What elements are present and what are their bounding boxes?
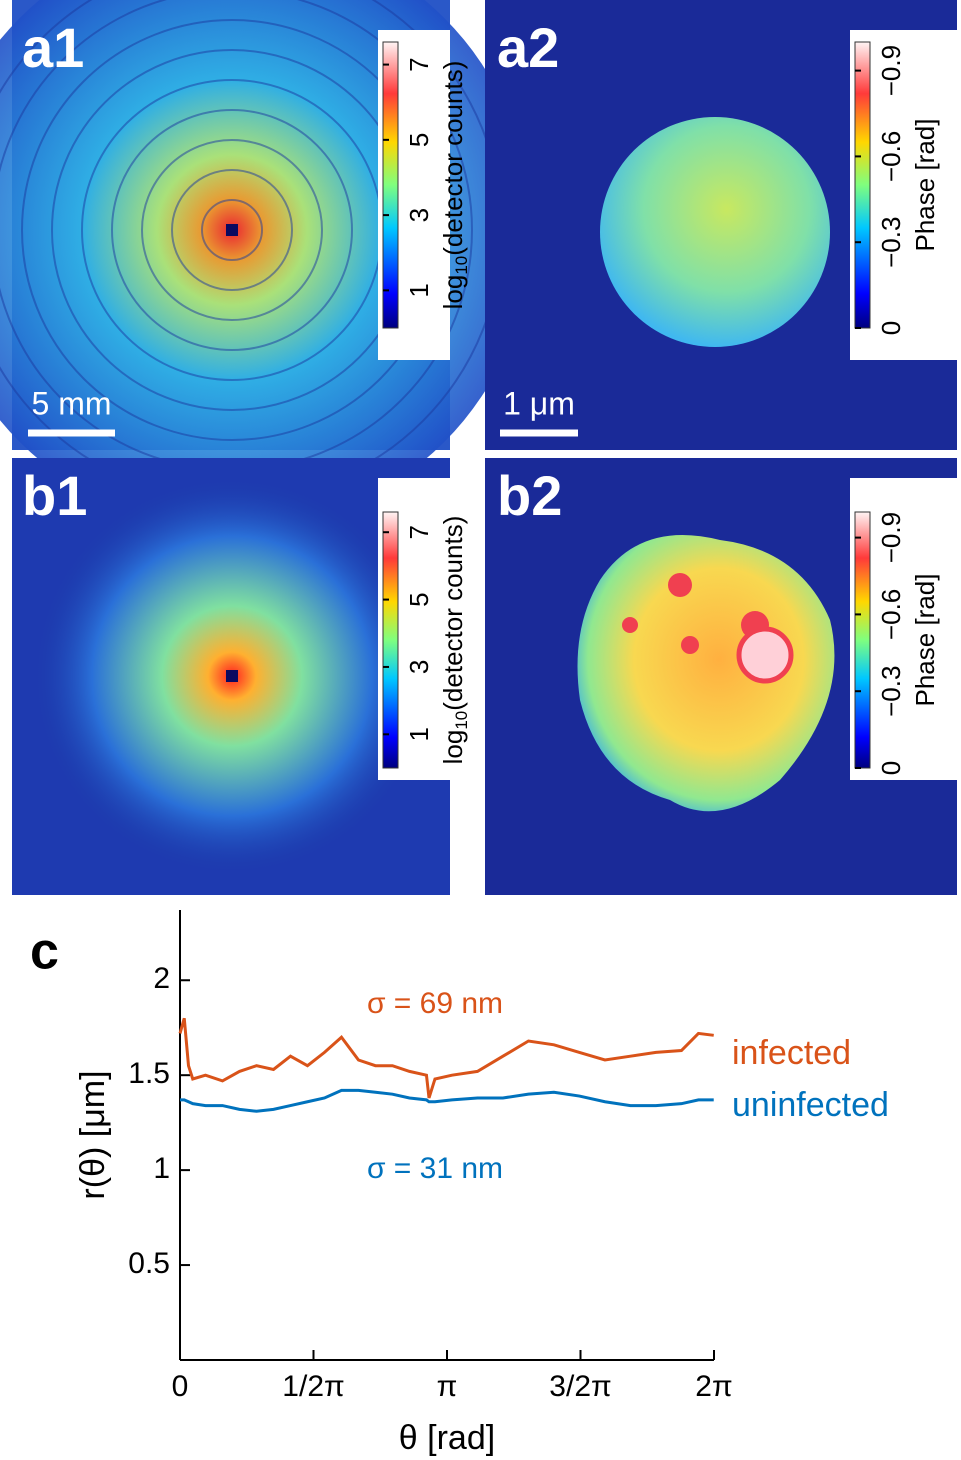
- scale-bar-label: 1 μm: [503, 385, 575, 421]
- colorbar-tick-label: 1: [404, 283, 434, 297]
- colorbar-tick-label: 3: [404, 208, 434, 222]
- colorbar: [854, 511, 871, 769]
- colorbar: [382, 41, 399, 329]
- colorbar-label: Phase [rad]: [910, 574, 940, 707]
- colorbar-tick-label: −0.3: [876, 666, 906, 717]
- colorbar-tick-label: 3: [404, 660, 434, 674]
- cell: [577, 535, 835, 812]
- panel-label: a2: [497, 16, 559, 79]
- colorbar-tick-label: 0: [876, 321, 906, 335]
- x-axis-label: θ [rad]: [399, 1419, 495, 1457]
- scale-bar-label: 5 mm: [32, 385, 112, 421]
- y-tick-label: 0.5: [128, 1247, 170, 1280]
- panel-label: a1: [22, 16, 84, 79]
- y-tick-label: 1: [153, 1152, 170, 1185]
- cell-spots: [622, 573, 769, 654]
- x-tick-label: 3/2π: [549, 1370, 611, 1403]
- beamstop: [226, 224, 238, 236]
- cell-spot: [736, 626, 794, 684]
- y-tick-label: 2: [153, 962, 170, 995]
- colorbar: [854, 41, 871, 329]
- annotation: σ = 69 nm: [367, 987, 503, 1020]
- chart: c 0.5 1 1.5 2 0 1/2π π 3/2π 2π θ [rad] r(θ) [μm] inf…: [30, 910, 889, 1457]
- colorbar-tick-label: 5: [404, 133, 434, 147]
- x-tick-label: 2π: [695, 1370, 732, 1403]
- colorbar-label-part: log: [438, 275, 468, 310]
- colorbar-label: log10(detector counts): [438, 61, 472, 310]
- panel-label: b1: [22, 464, 87, 527]
- colorbar-label-part: (detector counts): [438, 61, 468, 256]
- colorbar-tick-label: −0.9: [876, 45, 906, 96]
- series-line: [180, 1088, 714, 1113]
- colorbar-label: Phase [rad]: [910, 119, 940, 252]
- colorbar-tick-label: 0: [876, 761, 906, 775]
- colorbar-label: log10(detector counts): [438, 516, 472, 765]
- colorbar-tick-label: 7: [404, 57, 434, 71]
- y-tick-label: 1.5: [128, 1057, 170, 1090]
- colorbar-label-part: Phase [rad]: [910, 119, 940, 252]
- colorbar-tick-label: 7: [404, 525, 434, 539]
- colorbar-tick-label: −0.3: [876, 217, 906, 268]
- beamstop: [226, 670, 238, 682]
- panel-label: c: [30, 923, 59, 981]
- colorbar-tick-label: 5: [404, 592, 434, 606]
- colorbar: [382, 511, 399, 769]
- colorbar-tick-label: 1: [404, 727, 434, 741]
- x-tick-label: 1/2π: [282, 1370, 344, 1403]
- series-line: [178, 1017, 714, 1099]
- legend-label: infected: [732, 1034, 851, 1072]
- y-axis-label: r(θ) [μm]: [74, 1070, 112, 1199]
- colorbar-label-part: Phase [rad]: [910, 574, 940, 707]
- colorbar-tick-label: −0.9: [876, 512, 906, 563]
- colorbar-label-part: log: [438, 730, 468, 765]
- colorbar-tick-label: −0.6: [876, 589, 906, 640]
- cell: [600, 117, 830, 347]
- panel-label: b2: [497, 464, 562, 527]
- legend-label: uninfected: [732, 1086, 889, 1124]
- x-tick-label: π: [437, 1370, 458, 1403]
- colorbar-label-part: 10: [452, 711, 471, 730]
- colorbar-label-part: 10: [452, 256, 471, 275]
- annotation: σ = 31 nm: [367, 1152, 503, 1185]
- x-tick-label: 0: [172, 1370, 189, 1403]
- colorbar-label-part: (detector counts): [438, 516, 468, 711]
- colorbar-tick-label: −0.6: [876, 131, 906, 182]
